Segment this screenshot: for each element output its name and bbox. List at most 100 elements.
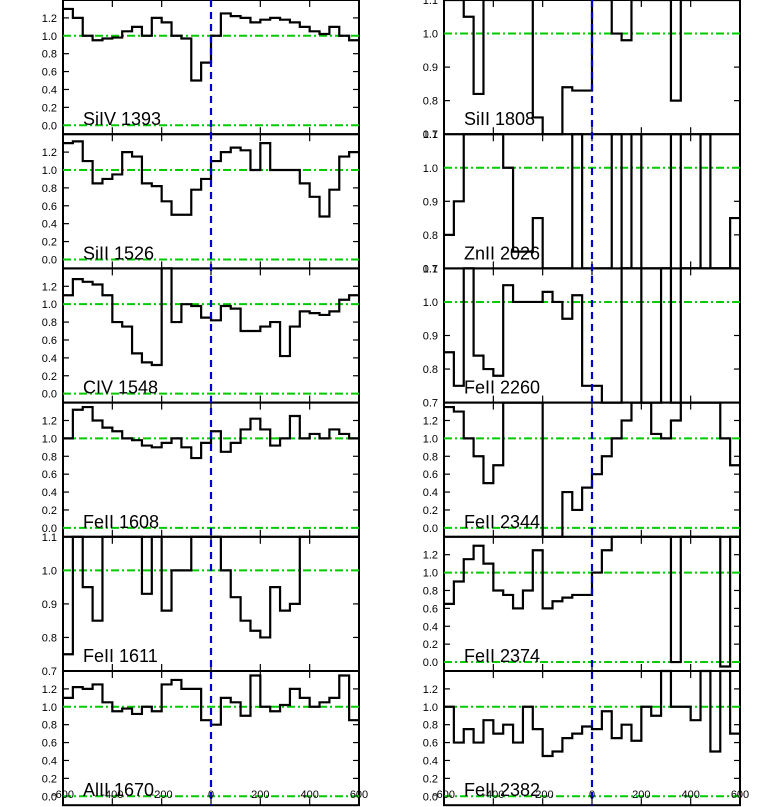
panel-feii-2344-ytick-label: 0.0 [423, 523, 438, 535]
panel-siii-1526-ytick-label: 0.6 [42, 201, 57, 213]
xtick-label-right: 400 [681, 789, 699, 801]
panel-feii-1611-spectrum [63, 535, 359, 656]
panel-feii-2344-ytick-label: 1.0 [423, 433, 438, 445]
panel-feii-1608-ytick-label: 1.0 [42, 433, 57, 445]
panel-siii-1808-ytick-label: 1.1 [423, 0, 438, 7]
panel-feii-2344-ytick-label: 0.6 [423, 469, 438, 481]
panel-alii-1670-label: AlII 1670 [83, 780, 154, 800]
panel-feii-1611-label: FeII 1611 [83, 646, 158, 666]
panel-feii-2374-ytick-label: 1.0 [423, 568, 438, 580]
panel-siii-1526: 0.0 0.2 0.4 0.6 0.8 1.0 1.2 SiII 1526 [42, 133, 360, 270]
panel-feii-2374-ytick-label: 0.6 [423, 603, 438, 615]
panel-siiv-1393-ytick-label: 0.2 [42, 102, 57, 114]
panel-feii-1608-ytick-label: 0.4 [42, 487, 57, 499]
panel-feii-1608-ytick-label: 1.2 [42, 415, 57, 427]
panel-feii-2374: 0.0 0.2 0.4 0.6 0.8 1.0 1.2 FeII 2374 [423, 535, 741, 672]
panel-civ-1548-ytick-label: 0.2 [42, 371, 57, 383]
panel-feii-2344-ytick-label: 0.8 [423, 451, 438, 463]
panel-feii-2374-ytick-label: 0.4 [423, 621, 438, 633]
panel-feii-2374-ytick-label: 0.2 [423, 639, 438, 651]
panel-znii-2026-ytick-label: 1.0 [423, 163, 438, 175]
panel-siii-1808: 0.7 0.8 0.9 1.0 1.1 SiII 1808 [423, 0, 741, 141]
xtick-label-left: -200 [151, 789, 173, 801]
panel-feii-2382-ytick-label: 0.2 [423, 773, 438, 785]
panel-feii-1611-ytick-label: 0.9 [42, 599, 57, 611]
panel-alii-1670-ytick-label: 1.2 [42, 684, 57, 696]
xtick-label-left: 0 [208, 789, 214, 801]
panel-siii-1808-ytick-label: 0.7 [423, 129, 438, 141]
panel-feii-1608-ytick-label: 0.6 [42, 469, 57, 481]
panel-feii-2260-ytick-label: 1.1 [423, 263, 438, 275]
panel-znii-2026: 0.7 0.8 0.9 1.0 1.1 ZnII 2026 [423, 129, 741, 275]
panel-feii-2374-ytick-label: 0.0 [423, 657, 438, 669]
xtick-label-right: 0 [589, 789, 595, 801]
panel-siiv-1393-ytick-label: 0.0 [42, 120, 57, 132]
panel-siiv-1393-ytick-label: 0.6 [42, 67, 57, 79]
panel-siiv-1393-ytick-label: 1.2 [42, 13, 57, 25]
panel-civ-1548-label: CIV 1548 [83, 378, 158, 398]
panel-siiv-1393-spectrum [63, 7, 359, 82]
panel-znii-2026-ytick-label: 0.9 [423, 196, 438, 208]
panel-feii-2344-ytick-label: 0.2 [423, 505, 438, 517]
panel-siiv-1393-ytick-label: 1.0 [42, 31, 57, 43]
panel-siii-1526-ytick-label: 0.2 [42, 237, 57, 249]
xtick-label-right: -400 [482, 789, 504, 801]
panel-civ-1548-ytick-label: 1.2 [42, 281, 57, 293]
panel-feii-2260: 0.7 0.8 0.9 1.0 1.1 FeII 2260 [423, 263, 741, 410]
panel-feii-2374-ytick-label: 0.8 [423, 585, 438, 597]
panel-feii-2260-ytick-label: 0.9 [423, 331, 438, 343]
xtick-label-left: -400 [101, 789, 123, 801]
panel-siii-1808-ytick-label: 0.8 [423, 96, 438, 108]
panel-feii-2382-ytick-label: 0.6 [423, 738, 438, 750]
panel-siii-1808-label: SiII 1808 [464, 109, 535, 129]
xtick-label-left: 600 [350, 789, 368, 801]
panel-feii-2374-ytick-label: 1.2 [423, 550, 438, 562]
panel-siii-1526-ytick-label: 1.0 [42, 165, 57, 177]
panel-siiv-1393-ytick-label: 0.4 [42, 84, 57, 96]
panel-feii-1608-label: FeII 1608 [83, 512, 159, 532]
xtick-label-right: 600 [731, 789, 749, 801]
panel-feii-1608: 0.0 0.2 0.4 0.6 0.8 1.0 1.2 FeII 1608 [42, 401, 360, 538]
panel-feii-2260-label: FeII 2260 [464, 378, 540, 398]
panel-znii-2026-label: ZnII 2026 [464, 243, 540, 263]
panel-feii-2382-ytick-label: 0.4 [423, 755, 438, 767]
panel-siii-1526-ytick-label: 0.4 [42, 219, 57, 231]
panel-siiv-1393: 0.0 0.2 0.4 0.6 0.8 1.0 1.2 SiIV 1393 [42, 0, 360, 136]
panel-siii-1808-ytick-label: 1.0 [423, 29, 438, 41]
panel-feii-1611-ytick-label: 1.0 [42, 565, 57, 577]
panel-siii-1526-ytick-label: 0.8 [42, 183, 57, 195]
panel-alii-1670: 0.0 0.2 0.4 0.6 0.8 1.0 1.2 AlII 1670 [42, 670, 360, 807]
panel-feii-1611: 0.7 0.8 0.9 1.0 1.1 FeII 1611 [42, 532, 360, 678]
panel-feii-1608-ytick-label: 0.2 [42, 505, 57, 517]
x-axis: -600 -400 -200 0 200 400 600 -600 -400 -200 0 200 40… [52, 789, 749, 801]
panel-feii-2382-ytick-label: 1.0 [423, 702, 438, 714]
panel-feii-2344-label: FeII 2344 [464, 512, 540, 532]
panel-feii-1608-ytick-label: 0.8 [42, 451, 57, 463]
xtick-label-left: 200 [251, 789, 269, 801]
panel-feii-2382-ytick-label: 0.8 [423, 720, 438, 732]
panel-alii-1670-ytick-label: 0.8 [42, 720, 57, 732]
panel-feii-2344: 0.0 0.2 0.4 0.6 0.8 1.0 1.2 FeII 2344 [423, 401, 741, 538]
panel-feii-2260-ytick-label: 1.0 [423, 297, 438, 309]
panel-siii-1526-ytick-label: 0.0 [42, 254, 57, 266]
panel-alii-1670-ytick-label: 0.0 [42, 791, 57, 803]
panel-feii-1611-ytick-label: 0.7 [42, 666, 57, 678]
panel-siii-1526-ytick-label: 1.2 [42, 147, 57, 159]
panel-feii-2374-spectrum [444, 535, 740, 668]
panel-civ-1548-ytick-label: 0.0 [42, 389, 57, 401]
panel-alii-1670-ytick-label: 1.0 [42, 702, 57, 714]
panel-feii-2382-label: FeII 2382 [464, 780, 540, 800]
panel-civ-1548-ytick-label: 0.6 [42, 335, 57, 347]
panel-siiv-1393-label: SiIV 1393 [83, 109, 161, 129]
panel-feii-2374-label: FeII 2374 [464, 646, 540, 666]
panel-feii-2260-ytick-label: 0.8 [423, 364, 438, 376]
panel-civ-1548-ytick-label: 0.8 [42, 317, 57, 329]
panel-feii-2382: 0.0 0.2 0.4 0.6 0.8 1.0 1.2 FeII 2382 [423, 669, 741, 807]
panel-feii-2382-ytick-label: 0.0 [423, 791, 438, 803]
panel-alii-1670-ytick-label: 0.4 [42, 755, 57, 767]
panel-siii-1526-label: SiII 1526 [83, 243, 154, 263]
xtick-label-left: 400 [300, 789, 318, 801]
panel-civ-1548: 0.0 0.2 0.4 0.6 0.8 1.0 1.2 CIV 1548 [42, 267, 360, 404]
